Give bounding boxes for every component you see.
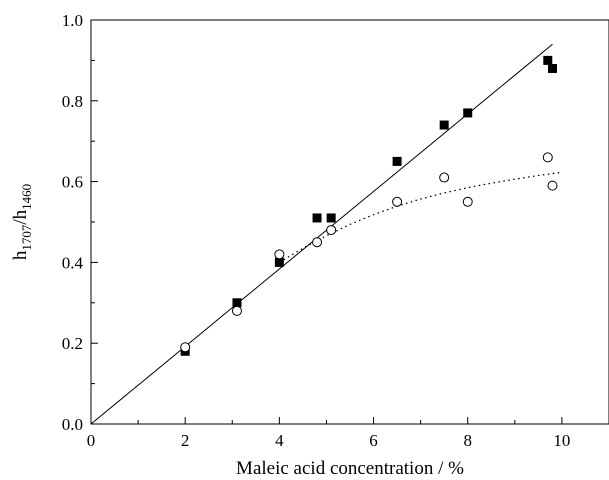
y-tick-label: 0.6 bbox=[62, 173, 83, 192]
point-square bbox=[312, 213, 322, 223]
y-tick-label: 1.0 bbox=[62, 11, 83, 30]
point-square bbox=[439, 120, 449, 130]
fit-line-series-1 bbox=[90, 43, 553, 425]
y-tick-label: 0.8 bbox=[62, 92, 83, 111]
y-axis-title-base: h bbox=[10, 250, 31, 260]
y-axis-title-sub2: 1460 bbox=[19, 184, 34, 210]
point-square bbox=[392, 156, 402, 166]
fit-lines bbox=[90, 43, 562, 425]
x-axis-title: Maleic acid concentration / % bbox=[236, 458, 464, 479]
point-circle bbox=[462, 196, 473, 207]
x-tick-label: 2 bbox=[181, 431, 190, 450]
plot-frame bbox=[90, 19, 609, 425]
point-square bbox=[547, 63, 557, 73]
x-tick-label: 10 bbox=[553, 431, 570, 450]
point-square bbox=[326, 213, 336, 223]
x-tick-label: 8 bbox=[463, 431, 472, 450]
point-circle bbox=[231, 305, 242, 316]
point-circle bbox=[274, 249, 285, 260]
point-circle bbox=[542, 152, 553, 163]
data-points bbox=[180, 55, 558, 356]
point-square bbox=[274, 257, 284, 267]
y-axis-title-sub1: 1707 bbox=[19, 224, 34, 251]
point-circle bbox=[392, 196, 403, 207]
x-tick-label: 0 bbox=[87, 431, 96, 450]
y-tick-label: 0.2 bbox=[62, 334, 83, 353]
point-circle bbox=[180, 342, 191, 353]
x-tick-label: 6 bbox=[369, 431, 378, 450]
y-axis-title-sep: /h bbox=[10, 209, 31, 224]
point-circle bbox=[439, 172, 450, 183]
point-square bbox=[232, 298, 242, 308]
point-square bbox=[463, 108, 473, 118]
y-tick-label: 0.4 bbox=[62, 253, 84, 272]
point-square bbox=[543, 55, 553, 65]
x-tick-label: 4 bbox=[275, 431, 284, 450]
y-axis-title: h1707/h1460 bbox=[10, 184, 34, 260]
point-circle bbox=[312, 237, 323, 248]
fit-line-series-2 bbox=[279, 171, 562, 263]
y-tick-label: 0.0 bbox=[62, 415, 83, 434]
axes: 0 2 4 6 8 10 0.0 0.2 0.4 0.6 0.8 1.0 bbox=[62, 11, 571, 450]
point-circle bbox=[326, 225, 337, 236]
point-circle bbox=[547, 180, 558, 191]
